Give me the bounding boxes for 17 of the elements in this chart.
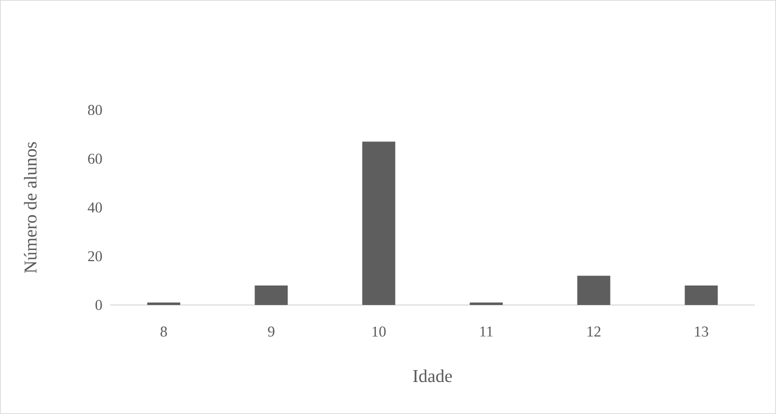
y-tick-label: 40	[88, 202, 102, 213]
x-tick-label: 13	[695, 326, 708, 337]
x-tick-label: 8	[160, 326, 167, 337]
y-tick-label: 80	[88, 104, 102, 116]
x-tick-label: 11	[480, 326, 493, 336]
y-tick-label: 60	[88, 154, 102, 164]
bar	[577, 276, 610, 305]
x-tick-label: 12	[588, 326, 600, 336]
y-tick-label: 20	[88, 251, 102, 262]
x-tick-label: 10	[372, 326, 386, 337]
bar	[684, 286, 718, 305]
y-tick-label: 0	[96, 300, 102, 310]
bar	[362, 142, 396, 305]
x-axis-title: Idade	[413, 369, 452, 382]
bar	[254, 286, 288, 305]
y-axis-title: Número de alunos	[24, 142, 37, 273]
x-tick-label: 9	[268, 326, 274, 337]
